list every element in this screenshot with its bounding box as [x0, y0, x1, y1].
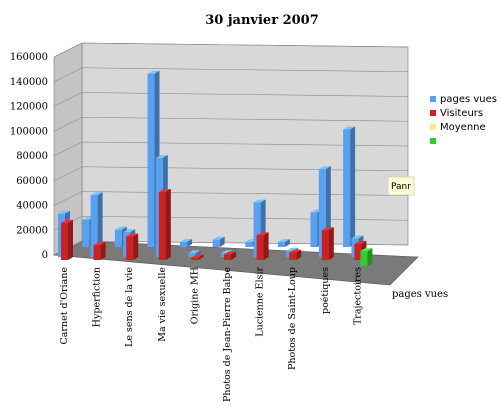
bar-visiteurs — [321, 227, 334, 260]
gridline — [53, 116, 409, 132]
y-tick-label: 60000 — [16, 176, 48, 187]
bar-visiteurs — [158, 188, 171, 260]
legend-swatch — [430, 138, 436, 144]
gridline — [53, 92, 409, 107]
x-category-label: Photos de Saint-Loup — [287, 267, 298, 370]
bar-back-pages-vues — [212, 236, 225, 247]
bar-visiteurs — [191, 254, 204, 260]
x-category-label: poétiques — [320, 267, 331, 314]
y-tick-label: 20000 — [16, 225, 48, 236]
legend-label: pages vues — [440, 94, 497, 105]
gridline — [53, 166, 409, 182]
legend: pages vues Visiteurs Moyenne — [430, 94, 497, 144]
y-tick-label: 160000 — [10, 52, 48, 63]
bar-back-pages-vues — [180, 239, 193, 247]
gridline — [53, 141, 409, 157]
bar-visiteurs — [224, 251, 236, 260]
depth-axis-label: pages vues — [392, 289, 448, 300]
bar-visiteurs — [126, 233, 139, 260]
chart-title: 30 janvier 2007 — [205, 13, 319, 28]
tooltip-text: Panr — [391, 182, 411, 192]
x-category-label: Trajectoires — [352, 267, 363, 325]
bar-visiteurs — [289, 249, 302, 260]
gridline — [53, 42, 409, 58]
x-category-label: Carnet d'Oriane — [59, 267, 70, 345]
y-tick-label: 120000 — [10, 102, 48, 113]
y-tick-label: 0 — [42, 250, 48, 261]
y-tick-label: 100000 — [10, 126, 48, 137]
gridline — [53, 67, 409, 83]
y-tick-label: 140000 — [10, 77, 48, 88]
legend-swatch — [430, 110, 436, 116]
bars — [58, 70, 373, 266]
legend-swatch — [430, 124, 436, 130]
gridline — [53, 191, 409, 206]
y-tick-label: 80000 — [16, 151, 48, 162]
bar-series-3 — [360, 248, 373, 266]
bar-visiteurs — [93, 242, 106, 260]
legend-label: Moyenne — [440, 122, 486, 133]
x-category-label: Hyperfiction — [92, 267, 103, 327]
x-category-label: Lucienne Elsir — [255, 267, 266, 337]
x-category-label: Le sens de la vie — [124, 267, 135, 347]
x-axis-labels: Carnet d'Oriane Hyperfiction Le sens de la… — [59, 267, 363, 402]
bar-pages-vues — [90, 192, 103, 257]
y-tick-label: 40000 — [16, 201, 48, 212]
x-category-label: Photos de Jean-Pierre Balpe — [222, 267, 233, 402]
bar-visiteurs — [61, 219, 73, 260]
bar-visiteurs — [256, 232, 269, 260]
x-category-label: Origine MH — [189, 267, 200, 324]
bar-back-pages-vues — [343, 126, 356, 247]
tooltip: Panr — [387, 176, 415, 196]
legend-label: Visiteurs — [440, 108, 483, 119]
bar-back-pages-vues — [277, 239, 290, 247]
y-axis-ticks: 0 20000 40000 60000 80000 100000 120000 140000 1… — [10, 52, 48, 261]
legend-swatch — [430, 96, 436, 102]
x-category-label: Ma vie sexuelle — [157, 267, 168, 342]
